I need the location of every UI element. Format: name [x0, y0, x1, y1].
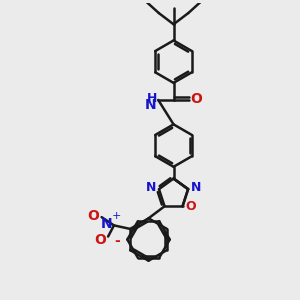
- Text: O: O: [94, 233, 106, 247]
- Text: N: N: [145, 98, 157, 112]
- Text: O: O: [190, 92, 202, 106]
- Text: N: N: [101, 218, 112, 232]
- Text: -: -: [115, 234, 120, 248]
- Text: O: O: [185, 200, 196, 213]
- Text: +: +: [112, 211, 121, 221]
- Text: N: N: [146, 181, 157, 194]
- Text: H: H: [146, 92, 157, 105]
- Text: O: O: [88, 209, 100, 223]
- Text: N: N: [190, 181, 201, 194]
